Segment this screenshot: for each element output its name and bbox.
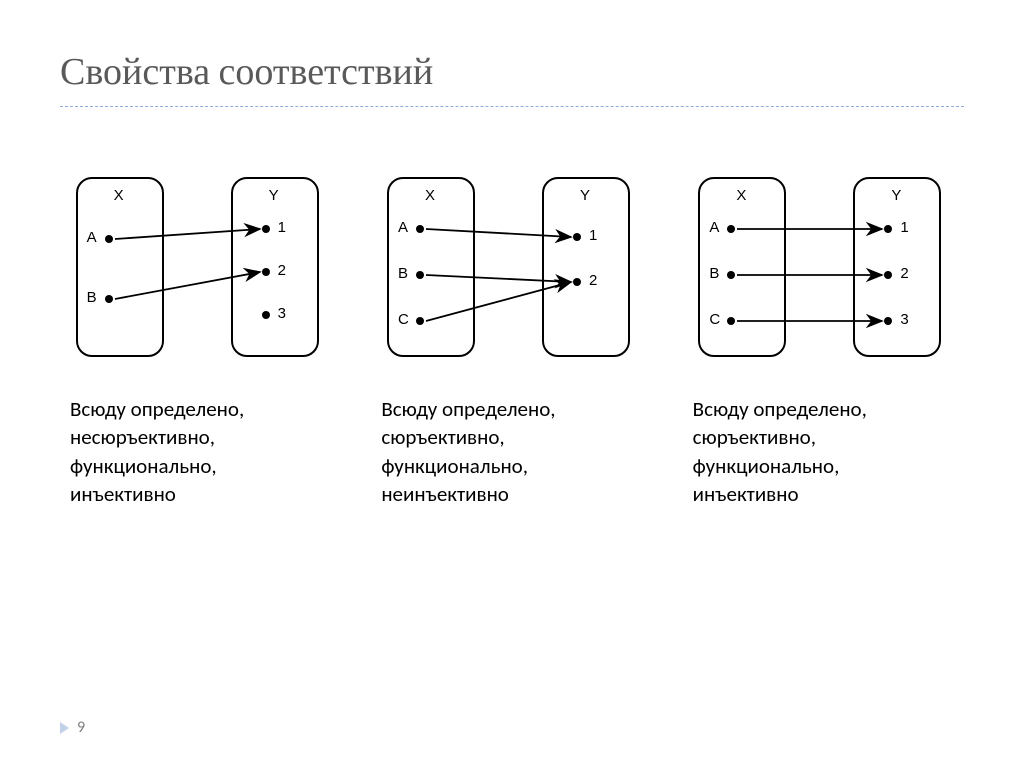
y-point-label: 1: [589, 227, 597, 244]
diagram-panel-2: X Y А В С 1 2 Всюду определено,сюръективно,фун…: [371, 167, 652, 508]
y-point: [262, 311, 270, 319]
slide: Свойства соответствий X Y А В 1 2 3 Всюду опре…: [0, 0, 1024, 548]
caption-text: Всюду определено,несюръективно,функциона…: [70, 396, 244, 507]
x-point-label: А: [709, 219, 719, 236]
diagram-panel-1: X Y А В 1 2 3 Всюду определено,несюръективно,ф…: [60, 167, 341, 508]
y-point-label: 1: [900, 219, 908, 236]
x-point-label: С: [398, 311, 409, 328]
y-set-label: Y: [580, 187, 590, 204]
diagram-row: X Y А В 1 2 3 Всюду определено,несюръективно,ф…: [60, 167, 964, 508]
x-set-box: [76, 177, 164, 357]
diagram-caption-3: Всюду определено,сюръективно,функциональ…: [683, 395, 867, 508]
diagram-caption-2: Всюду определено,сюръективно,функциональ…: [371, 395, 555, 508]
y-point: [262, 225, 270, 233]
mapping-diagram-1: X Y А В 1 2 3: [71, 167, 331, 367]
y-point-label: 3: [278, 305, 286, 322]
x-point: [105, 235, 113, 243]
x-point-label: А: [398, 219, 408, 236]
y-point: [573, 278, 581, 286]
x-point-label: В: [709, 265, 719, 282]
mapping-diagram-3: X Y А В С 1 2 3: [693, 167, 953, 367]
y-set-label: Y: [269, 187, 279, 204]
slide-footer: 9: [60, 718, 85, 737]
diagram-caption-1: Всюду определено,несюръективно,функциона…: [60, 395, 244, 508]
x-point: [416, 317, 424, 325]
diagram-panel-3: X Y А В С 1 2 3 Всюду определено,сюръективно,фу…: [683, 167, 964, 508]
y-point: [573, 233, 581, 241]
mapping-diagram-2: X Y А В С 1 2: [382, 167, 642, 367]
y-point-label: 1: [278, 219, 286, 236]
x-point: [105, 295, 113, 303]
y-set-box: [231, 177, 319, 357]
x-set-label: X: [736, 187, 746, 204]
y-point-label: 2: [589, 272, 597, 289]
x-point-label: В: [87, 289, 97, 306]
y-point-label: 3: [900, 311, 908, 328]
chevron-icon: [60, 722, 69, 734]
y-set-label: Y: [891, 187, 901, 204]
x-point: [416, 271, 424, 279]
page-title: Свойства соответствий: [60, 50, 964, 94]
y-point-label: 2: [900, 265, 908, 282]
divider-line: [60, 106, 964, 107]
caption-text: Всюду определено,сюръективно,функциональ…: [693, 396, 867, 507]
y-set-box: [542, 177, 630, 357]
x-set-label: X: [114, 187, 124, 204]
x-point-label: С: [709, 311, 720, 328]
page-number: 9: [77, 718, 85, 737]
y-point-label: 2: [278, 262, 286, 279]
y-point: [262, 268, 270, 276]
x-set-label: X: [425, 187, 435, 204]
x-point: [416, 225, 424, 233]
caption-text: Всюду определено,сюръективно,функциональ…: [381, 396, 555, 507]
y-set-box: [853, 177, 941, 357]
x-point-label: В: [398, 265, 408, 282]
x-point-label: А: [87, 229, 97, 246]
